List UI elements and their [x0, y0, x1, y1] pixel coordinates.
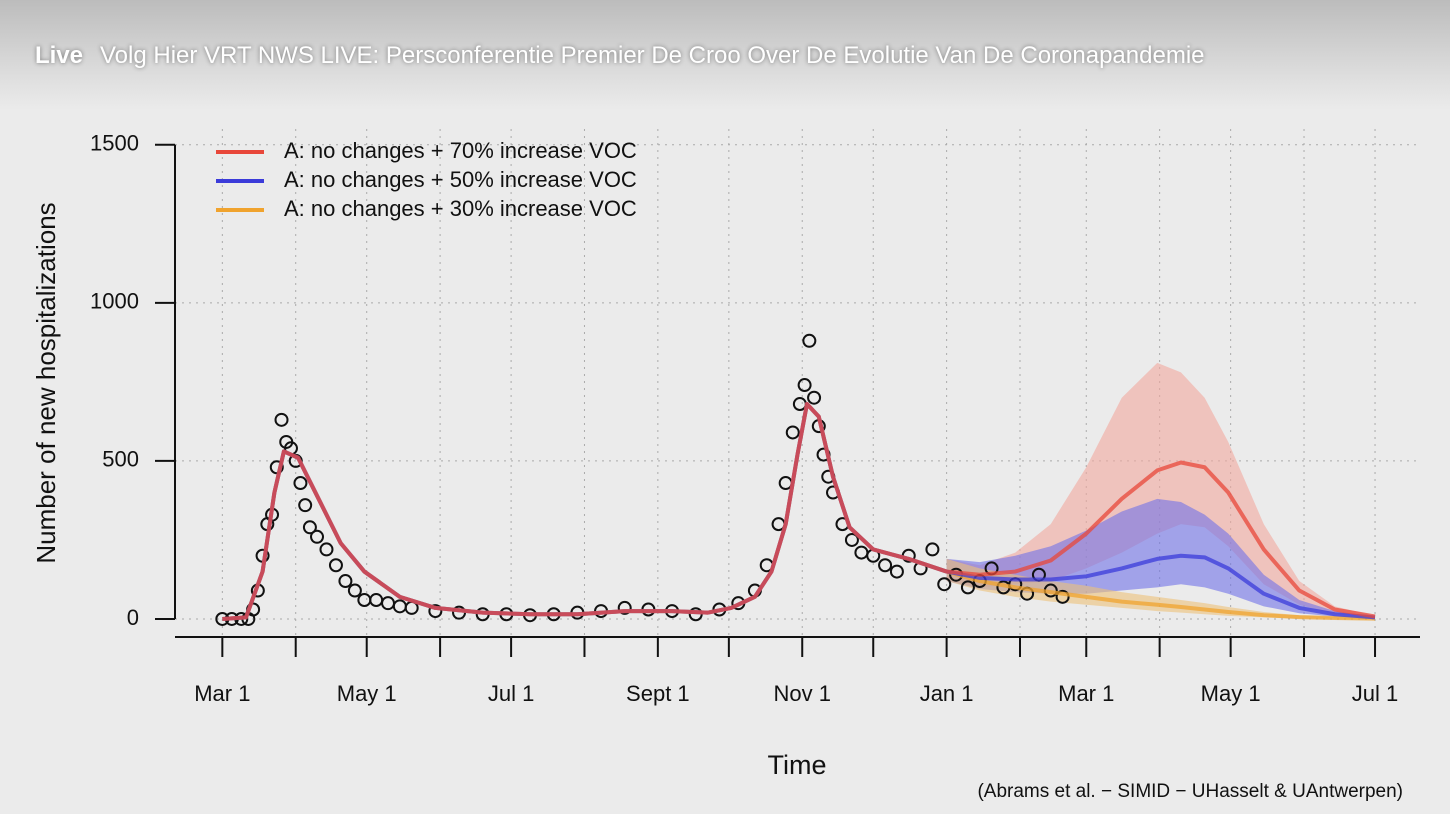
observation: [328, 558, 343, 573]
x-tick-label: Jul 1: [1352, 681, 1398, 706]
y-tick-label: 1000: [90, 289, 139, 314]
observation: [792, 397, 807, 412]
credit: (Abrams et al. − SIMID − UHasselt & UAnt…: [977, 781, 1403, 802]
legend-label: A: no changes + 50% increase VOC: [284, 167, 637, 192]
observation: [937, 577, 952, 592]
observation: [298, 498, 313, 513]
observation: [807, 390, 822, 405]
observation: [381, 596, 396, 611]
observation: [392, 599, 407, 614]
observation: [617, 600, 632, 615]
observation: [347, 583, 362, 598]
legend-label: A: no changes + 30% increase VOC: [284, 196, 637, 221]
x-tick-label: May 1: [337, 681, 397, 706]
observation: [274, 412, 289, 427]
y-tick-label: 1500: [90, 131, 139, 156]
observation: [369, 593, 384, 608]
observation: [319, 542, 334, 557]
x-tick-label: Sept 1: [626, 681, 690, 706]
x-tick-label: Jan 1: [920, 681, 974, 706]
observation: [428, 604, 443, 619]
observation: [778, 476, 793, 491]
y-tick-label: 500: [102, 447, 139, 472]
legend-label: A: no changes + 70% increase VOC: [284, 138, 637, 163]
y-axis-label: Number of new hospitalizations: [31, 202, 61, 563]
y-tick-label: 0: [127, 605, 139, 630]
x-tick-label: May 1: [1201, 681, 1261, 706]
observation: [854, 545, 869, 560]
observation: [802, 333, 817, 348]
series-line: [222, 402, 1376, 621]
live-header: Live Volg Hier VRT NWS LIVE: Persconfere…: [0, 0, 1450, 110]
observation: [797, 378, 812, 393]
observation: [785, 425, 800, 440]
observation: [338, 574, 353, 589]
observation: [960, 580, 975, 595]
x-tick-label: Mar 1: [194, 681, 250, 706]
observation: [293, 476, 308, 491]
observation: [269, 460, 284, 475]
live-badge: Live: [35, 42, 84, 69]
x-axis-label: Time: [768, 750, 827, 780]
observation: [302, 520, 317, 535]
x-tick-label: Nov 1: [773, 681, 830, 706]
observation: [889, 564, 904, 579]
observation: [925, 542, 940, 557]
x-tick-label: Mar 1: [1058, 681, 1114, 706]
stream-title[interactable]: Volg Hier VRT NWS LIVE: Persconferentie …: [100, 42, 1205, 69]
observation: [844, 532, 859, 547]
x-tick-label: Jul 1: [488, 681, 534, 706]
observation: [878, 558, 893, 573]
observation: [1055, 589, 1070, 604]
observation: [357, 593, 372, 608]
observation: [310, 529, 325, 544]
